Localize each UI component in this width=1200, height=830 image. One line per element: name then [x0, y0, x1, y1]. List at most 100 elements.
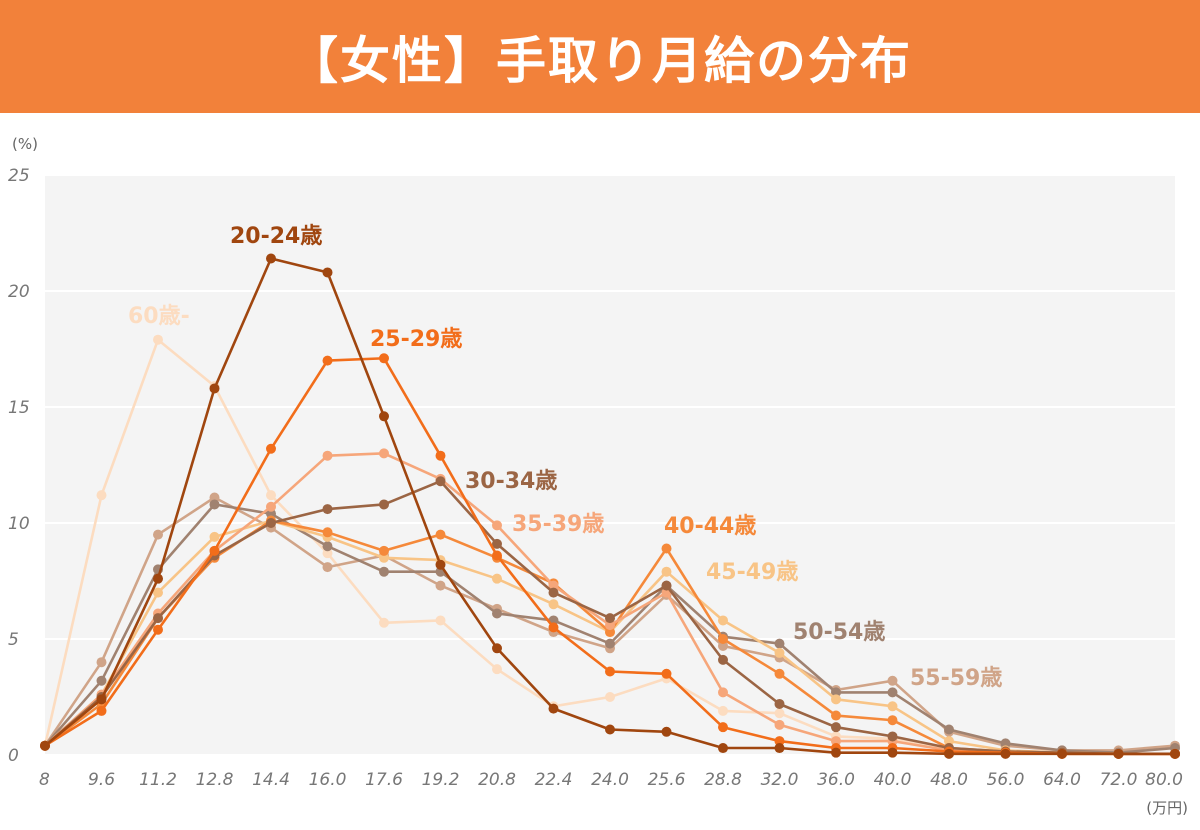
data-point-50-54歳-40.0: [887, 687, 898, 698]
data-point-60歳--20.8: [492, 664, 502, 675]
x-tick-label-12.8: 12.8: [196, 770, 234, 790]
series-label-20-24歳: 20-24歳: [230, 224, 322, 249]
data-point-40-44歳-25.6: [661, 543, 672, 554]
data-point-30-34歳-20.8: [492, 538, 502, 549]
data-point-35-39歳-24.0: [605, 620, 615, 631]
data-point-45-49歳-48.0: [944, 736, 954, 747]
data-point-35-39歳-22.4: [548, 580, 559, 591]
data-point-25-29歳-22.4: [548, 622, 559, 633]
data-point-20-24歳-40.0: [887, 747, 898, 758]
data-point-25-29歳-16.0: [322, 355, 333, 366]
chart-title: 【女性】手取り月給の分布: [288, 31, 912, 90]
series-label-40-44歳: 40-44歳: [664, 514, 756, 539]
x-tick-label-40.0: 40.0: [874, 770, 912, 790]
data-point-50-54歳-32.0: [774, 638, 785, 649]
data-point-45-49歳-28.8: [718, 615, 728, 626]
data-point-50-54歳-36.0: [831, 687, 841, 698]
data-point-60歳--17.6: [379, 617, 389, 628]
x-tick-label-72.0: 72.0: [1100, 770, 1138, 790]
x-tick-label-9.6: 9.6: [88, 770, 115, 790]
data-point-50-54歳-14.4: [266, 508, 276, 519]
data-point-30-34歳-28.8: [718, 654, 728, 665]
data-point-50-54歳-12.8: [209, 499, 220, 510]
data-point-55-59歳-16.0: [322, 562, 333, 573]
y-axis-ticks: 0 5 10 15 20 25: [8, 166, 30, 766]
data-point-45-49歳-17.6: [379, 552, 389, 563]
data-point-40-44歳-36.0: [831, 710, 841, 721]
data-point-20-24歳-36.0: [831, 747, 841, 758]
data-point-60歳--24.0: [605, 692, 615, 702]
data-point-30-34歳-24.0: [605, 613, 615, 624]
y-tick-label-20: 20: [8, 282, 30, 302]
data-point-60歳--16.0: [322, 548, 333, 559]
data-point-20-24歳-9.6: [96, 694, 107, 705]
data-point-50-54歳-56.0: [1000, 738, 1011, 749]
x-tick-label-80.0: 80.0: [1145, 770, 1183, 790]
series-label-35-39歳: 35-39歳: [512, 512, 604, 537]
data-point-45-49歳-40.0: [887, 701, 898, 712]
data-point-45-49歳-11.2: [153, 587, 163, 598]
data-point-25-29歳-24.0: [605, 666, 615, 677]
data-point-60歳--11.2: [153, 334, 163, 345]
data-point-60歳--19.2: [435, 615, 446, 626]
x-axis-unit: (万円): [1146, 799, 1188, 817]
x-tick-label-8: 8: [39, 770, 50, 790]
series-labels: 20-24歳 25-29歳 30-34歳 35-39歳 40-44歳 45-49歳 50-5…: [128, 224, 1002, 691]
data-point-20-24歳-19.2: [435, 559, 446, 570]
data-point-20-24歳-25.6: [661, 726, 672, 737]
data-point-20-24歳-72.0: [1113, 748, 1124, 759]
data-point-25-29歳-20.8: [492, 550, 502, 561]
data-point-40-44歳-28.8: [718, 634, 728, 644]
data-point-20-24歳-14.4: [266, 253, 276, 264]
x-tick-label-48.0: 48.0: [930, 770, 968, 790]
x-axis-ticks: 8 9.6 11.2 12.8 14.4 16.0 17.6 19.2 20.8 22.4 24.0…: [39, 770, 1183, 790]
x-tick-label-28.8: 28.8: [704, 770, 742, 790]
data-point-45-49歳-22.4: [548, 599, 559, 610]
data-point-35-39歳-14.4: [266, 501, 276, 512]
data-point-40-44歳-16.0: [322, 527, 333, 538]
data-point-60歳--14.4: [266, 490, 276, 501]
x-tick-label-16.0: 16.0: [309, 770, 347, 790]
data-point-45-49歳-12.8: [209, 531, 220, 542]
data-point-20-24歳-48.0: [944, 748, 954, 759]
series-label-55-59歳: 55-59歳: [910, 666, 1002, 691]
x-tick-label-14.4: 14.4: [252, 770, 290, 790]
data-point-25-29歳-28.8: [718, 722, 728, 733]
data-point-20-24歳-8: [40, 740, 50, 751]
data-point-40-44歳-19.2: [435, 529, 446, 540]
data-point-60歳--9.6: [96, 490, 107, 501]
data-point-35-39歳-16.0: [322, 450, 333, 461]
data-point-40-44歳-17.6: [379, 545, 389, 556]
data-point-50-54歳-17.6: [379, 566, 389, 577]
series-label-50-54歳: 50-54歳: [793, 620, 885, 645]
data-point-30-34歳-19.2: [435, 476, 446, 487]
x-tick-label-22.4: 22.4: [535, 770, 573, 790]
data-point-25-29歳-14.4: [266, 443, 276, 454]
data-point-35-39歳-32.0: [774, 719, 785, 730]
data-point-55-59歳-12.8: [209, 492, 220, 503]
data-point-20-24歳-64.0: [1057, 748, 1067, 759]
y-tick-label-25: 25: [8, 166, 30, 186]
data-point-50-54歳-48.0: [944, 724, 954, 735]
data-point-60歳--32.0: [774, 708, 785, 719]
data-point-30-34歳-22.4: [548, 587, 559, 598]
data-point-25-29歳-11.2: [153, 624, 163, 635]
data-point-20-24歳-32.0: [774, 743, 785, 754]
data-point-45-49歳-36.0: [831, 694, 841, 705]
line-chart: 0 5 10 15 20 25 8 9.6 11.2 12.8 14.4 16.0 17.6 19.2 2…: [8, 135, 1188, 817]
plot-area: [45, 175, 1175, 755]
series-label-45-49歳: 45-49歳: [706, 560, 798, 585]
data-point-50-54歳-20.8: [492, 608, 502, 619]
data-point-55-59歳-19.2: [435, 580, 446, 591]
data-point-55-59歳-28.8: [718, 640, 728, 651]
data-point-20-24歳-16.0: [322, 267, 333, 278]
data-point-30-34歳-36.0: [831, 722, 841, 733]
series-label-60歳-: 60歳-: [128, 304, 190, 329]
y-tick-label-0: 0: [8, 746, 19, 766]
data-point-30-34歳-17.6: [379, 499, 389, 510]
title-bar: 【女性】手取り月給の分布: [0, 0, 1200, 113]
data-point-45-49歳-25.6: [661, 566, 672, 577]
data-point-50-54歳-24.0: [605, 638, 615, 649]
data-point-50-54歳-16.0: [322, 541, 333, 552]
data-point-25-29歳-12.8: [209, 545, 220, 556]
